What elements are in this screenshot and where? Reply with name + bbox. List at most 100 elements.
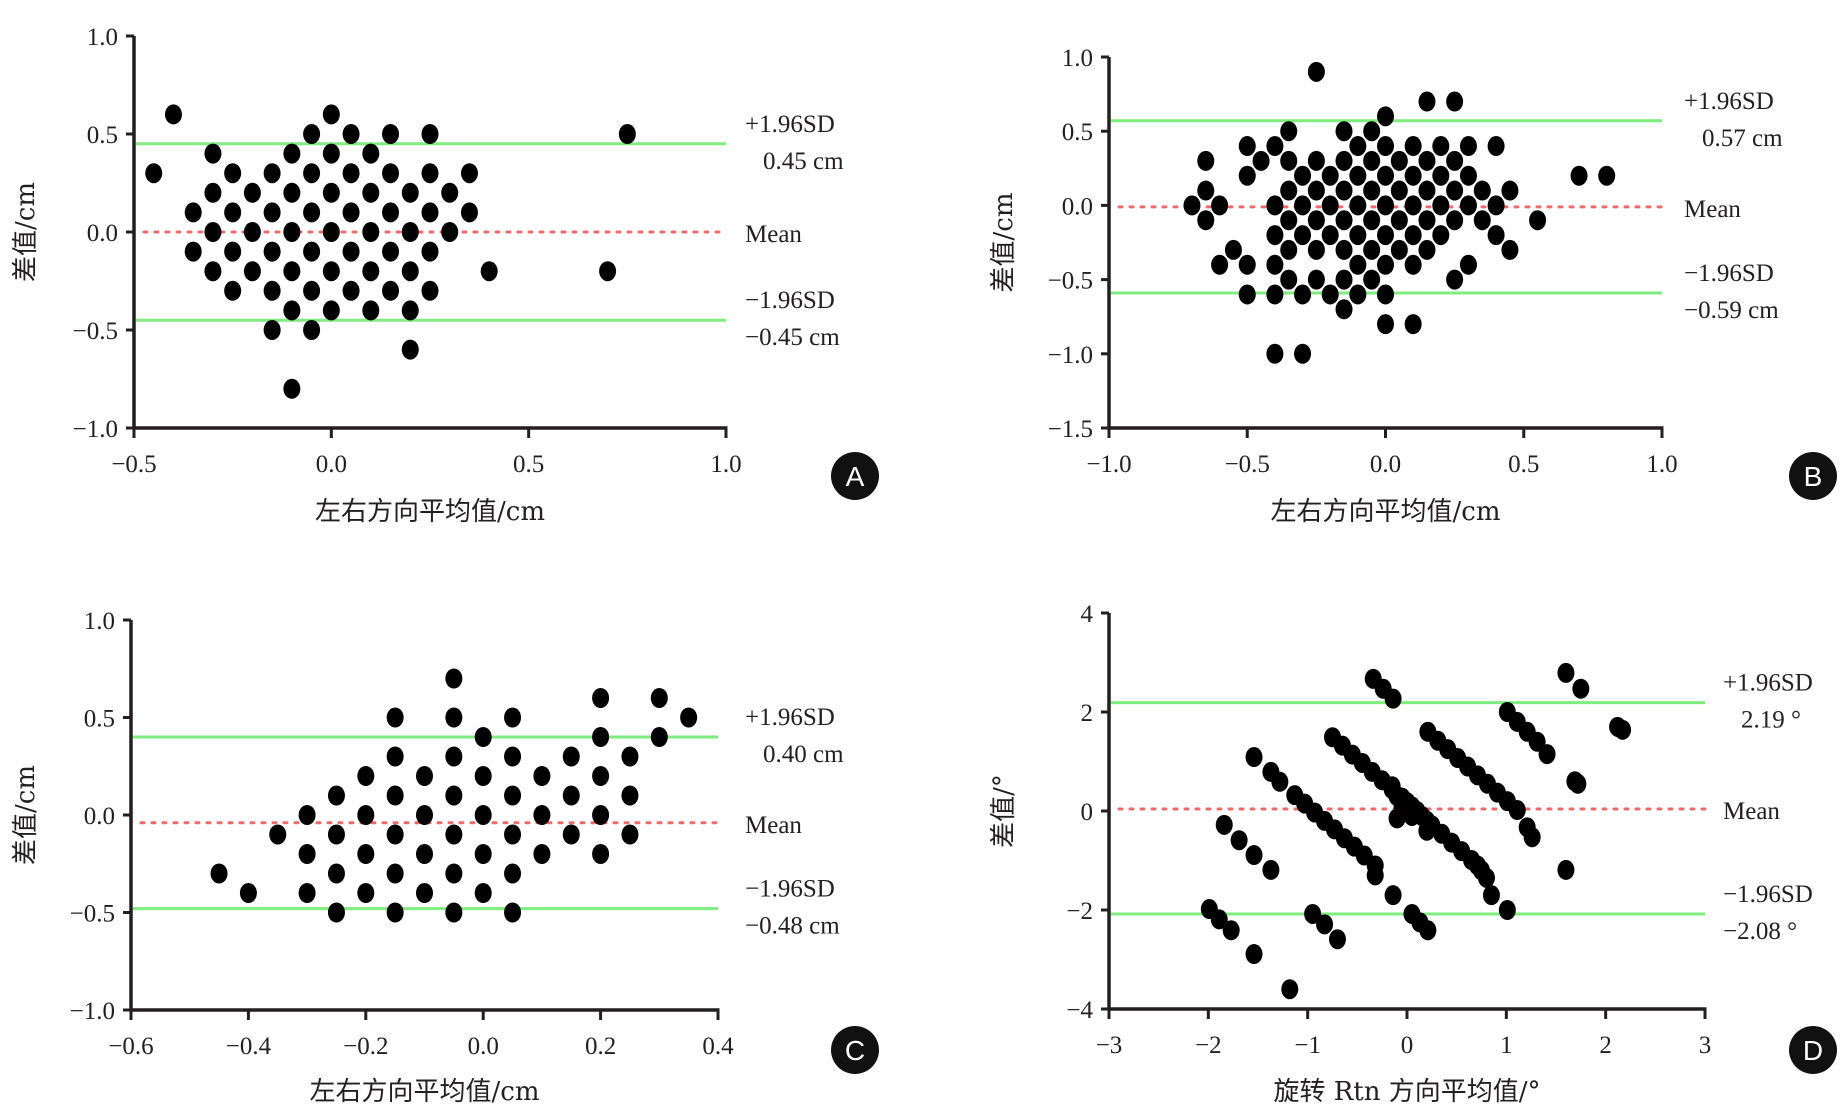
data-point [1307, 239, 1325, 260]
upper-limit-title: +1.96SD [1723, 670, 1813, 697]
data-point [1418, 820, 1436, 841]
data-point [504, 863, 522, 884]
data-point [445, 824, 463, 845]
data-point [1377, 136, 1394, 157]
data-point [1501, 180, 1519, 201]
data-point [1377, 195, 1394, 216]
data-point [1294, 343, 1312, 364]
data-point [460, 163, 478, 184]
data-point [421, 163, 439, 184]
data-point [1197, 210, 1215, 231]
data-point [445, 902, 463, 923]
mean-label: Mean [745, 221, 802, 248]
data-point [1418, 180, 1436, 201]
data-point [445, 785, 463, 806]
data-point [474, 883, 492, 903]
data-point [1404, 254, 1422, 275]
data-point [1473, 180, 1491, 201]
data-point [382, 280, 400, 301]
y-tick-label: 0.5 [87, 122, 118, 149]
x-axis-title: 左右方向平均值/cm [315, 497, 545, 527]
data-point [1266, 195, 1284, 216]
data-point [1294, 195, 1312, 216]
data-point [164, 104, 182, 125]
data-point [1487, 225, 1505, 246]
data-point [1349, 165, 1367, 186]
data-point [1294, 284, 1312, 305]
data-point [303, 202, 321, 223]
data-point [1335, 210, 1353, 231]
x-tick-label: 1.0 [1646, 451, 1677, 478]
data-point [1477, 867, 1495, 888]
data-point [1384, 885, 1402, 906]
data-point [382, 163, 400, 184]
data-point [421, 241, 439, 262]
data-point [592, 844, 610, 864]
data-point [1183, 195, 1201, 216]
data-point [263, 163, 281, 184]
x-axis-title: 旋转 Rtn 方向平均值/° [1273, 1077, 1540, 1107]
lower-limit-title: −1.96SD [745, 876, 835, 903]
data-point [1459, 254, 1477, 275]
data-point [1304, 903, 1322, 924]
data-point [204, 143, 222, 164]
data-point [1557, 662, 1575, 683]
x-axis-title: 左右方向平均值/cm [310, 1077, 540, 1107]
x-tick-label: 0 [1401, 1032, 1414, 1059]
y-tick-label: −2 [1066, 898, 1093, 925]
data-point [1335, 180, 1353, 201]
data-point [382, 124, 400, 144]
data-point [1473, 210, 1491, 231]
panel-c: −1.0 −0.5 0.0 0.5 1.0 −0.6 −0.4 −0.2 0.0 0.2 0.4 左右… [11, 608, 879, 1107]
data-point [1446, 269, 1464, 290]
data-point [362, 143, 380, 164]
data-point [618, 124, 636, 144]
y-tick-label: 1.0 [84, 608, 115, 635]
data-point [533, 844, 551, 864]
data-point [1446, 150, 1464, 171]
data-point [1211, 195, 1229, 216]
y-tick-label: 0.5 [84, 706, 115, 733]
data-point [1419, 920, 1437, 941]
upper-limit-title: +1.96SD [1684, 88, 1774, 115]
data-point [386, 863, 404, 884]
data-point [562, 785, 580, 806]
y-axis-title: 差值/cm [989, 193, 1019, 293]
lower-limit-title: −1.96SD [1723, 881, 1813, 908]
lower-limit-value: −2.08 ° [1723, 918, 1797, 945]
data-point [592, 727, 610, 747]
panel-b: −1.5 −1.0 −0.5 0.0 0.5 1.0 −1.0 −0.5 0.0 0.5 1.0 左右… [989, 45, 1837, 527]
x-tick-label: −0.5 [111, 451, 156, 478]
data-point [504, 824, 522, 845]
data-point [480, 261, 498, 282]
data-point [1529, 210, 1547, 231]
data-point [303, 280, 321, 301]
x-tick-label: 3 [1699, 1032, 1712, 1059]
data-point [322, 104, 340, 125]
data-point [1390, 239, 1408, 260]
data-point [263, 320, 281, 340]
data-point [1523, 827, 1541, 848]
data-point [650, 727, 668, 747]
y-tick-label: 0.0 [1062, 193, 1093, 220]
data-point [1245, 944, 1263, 965]
data-point [445, 668, 463, 689]
data-point [1280, 210, 1298, 231]
data-point [1390, 150, 1408, 171]
data-point [342, 163, 360, 184]
data-point [460, 202, 478, 223]
data-point [1377, 106, 1394, 127]
x-tick-label: 0.4 [702, 1033, 734, 1060]
data-point [204, 182, 222, 203]
data-point [1614, 719, 1632, 740]
data-point [421, 202, 439, 223]
data-point [386, 785, 404, 806]
data-point [303, 320, 321, 340]
x-tick-label: 1.0 [710, 451, 741, 478]
upper-limit-value: 0.40 cm [763, 741, 844, 768]
data-point [533, 766, 551, 786]
data-point [1366, 865, 1384, 886]
panel-letter: B [1804, 461, 1823, 492]
data-point [1349, 225, 1367, 246]
data-point [1418, 91, 1436, 112]
